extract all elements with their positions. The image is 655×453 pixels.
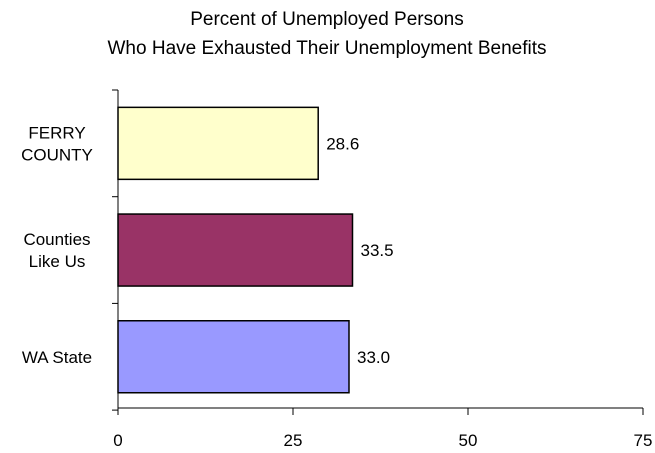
- x-tick-label: 0: [113, 431, 122, 450]
- data-label: 33.0: [357, 348, 390, 367]
- bar: [117, 106, 319, 181]
- bar: [117, 213, 354, 287]
- category-label: WA State: [22, 348, 92, 367]
- chart-title-line-1: Percent of Unemployed Persons: [190, 9, 464, 30]
- category-label: FERRY: [28, 123, 85, 142]
- bar: [117, 320, 350, 394]
- x-tick-label: 25: [284, 431, 303, 450]
- x-tick-label: 75: [634, 431, 653, 450]
- chart-title-line-2: Who Have Exhausted Their Unemployment Be…: [108, 38, 547, 59]
- category-label: COUNTY: [21, 145, 93, 164]
- plot-area: 0 25 50 75 FERRY COUNTY 28.6 Counties Like Us 33.…: [21, 89, 653, 450]
- x-tick-label: 50: [459, 431, 478, 450]
- chart-title: Percent of Unemployed Persons Who Have E…: [108, 9, 547, 59]
- data-label: 33.5: [361, 241, 394, 260]
- category-label: Like Us: [29, 252, 86, 271]
- data-label: 28.6: [326, 134, 359, 153]
- category-label: Counties: [23, 230, 90, 249]
